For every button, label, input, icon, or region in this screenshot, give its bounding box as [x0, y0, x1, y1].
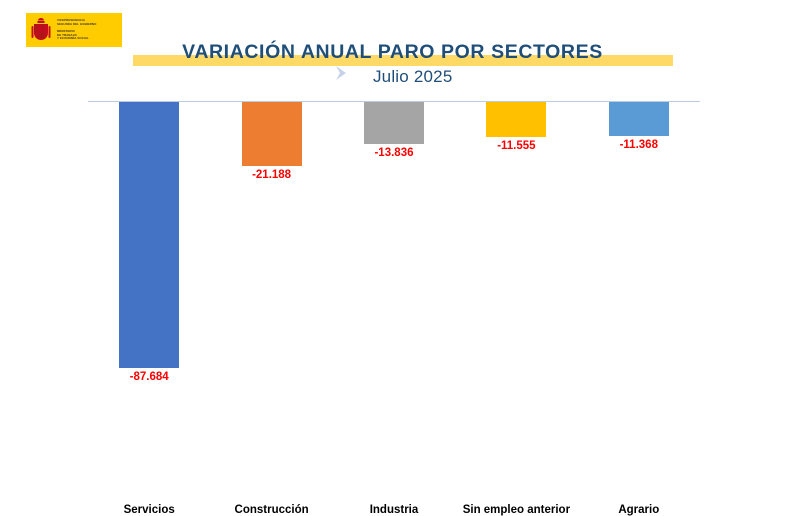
bar[interactable]: [363, 102, 424, 144]
category-label: Construcción: [234, 504, 309, 516]
gobierno-de-espana-logo: VICEPRESIDENCIA SEGUNDA DEL GOBIERNO MIN…: [26, 13, 122, 47]
bar[interactable]: [486, 102, 547, 137]
bar-group: -11.368: [578, 102, 700, 402]
chart-title-area: VARIACIÓN ANUAL PARO POR SECTORES: [0, 40, 785, 66]
zero-axis-line: [88, 101, 700, 102]
chart-subtitle-area: Julio 2025: [0, 66, 785, 87]
page-title: VARIACIÓN ANUAL PARO POR SECTORES: [182, 41, 603, 63]
category-label: Agrario: [618, 504, 660, 516]
logo-line-1: VICEPRESIDENCIA: [57, 18, 86, 23]
plot-area: -87.684 Servicios -21.188 Construcción -13.8…: [88, 102, 700, 516]
chart-subtitle: Julio 2025: [372, 66, 453, 86]
bar-value-label: -21.188: [252, 169, 292, 181]
escudo-de-espana-icon: [30, 17, 52, 43]
bar-group: -11.555: [455, 102, 577, 402]
logo-ministry-block-2: MINISTERIO DE TRABAJO Y ECONOMÍA SOCIAL: [57, 29, 96, 41]
bar-value-label: -11.368: [619, 139, 658, 151]
category-label: Industria: [369, 504, 419, 516]
logo-line-2: SEGUNDA DEL GOBIERNO: [57, 21, 97, 26]
logo-line-5: Y ECONOMÍA SOCIAL: [57, 36, 89, 41]
bar-value-label: -11.555: [497, 140, 536, 152]
logo-ministry-block-1: VICEPRESIDENCIA SEGUNDA DEL GOBIERNO: [57, 19, 96, 26]
logo-line-3: MINISTERIO: [57, 29, 75, 34]
bar-group: -13.836: [333, 102, 455, 402]
bar-group: -21.188: [210, 102, 332, 402]
bar-group: -87.684: [88, 102, 210, 402]
logo-line-4: DE TRABAJO: [57, 32, 77, 37]
bar-value-label: -87.684: [129, 371, 169, 383]
category-label: Servicios: [123, 504, 175, 516]
chevron-right-icon: [333, 65, 355, 86]
bar[interactable]: [608, 102, 669, 136]
category-label: Sin empleo anterior: [462, 504, 571, 516]
bar-value-label: -13.836: [374, 147, 414, 159]
logo-text-block: VICEPRESIDENCIA SEGUNDA DEL GOBIERNO MIN…: [57, 19, 96, 40]
bar[interactable]: [241, 102, 302, 166]
title-highlight-band: [133, 55, 673, 66]
bar[interactable]: [119, 102, 180, 368]
